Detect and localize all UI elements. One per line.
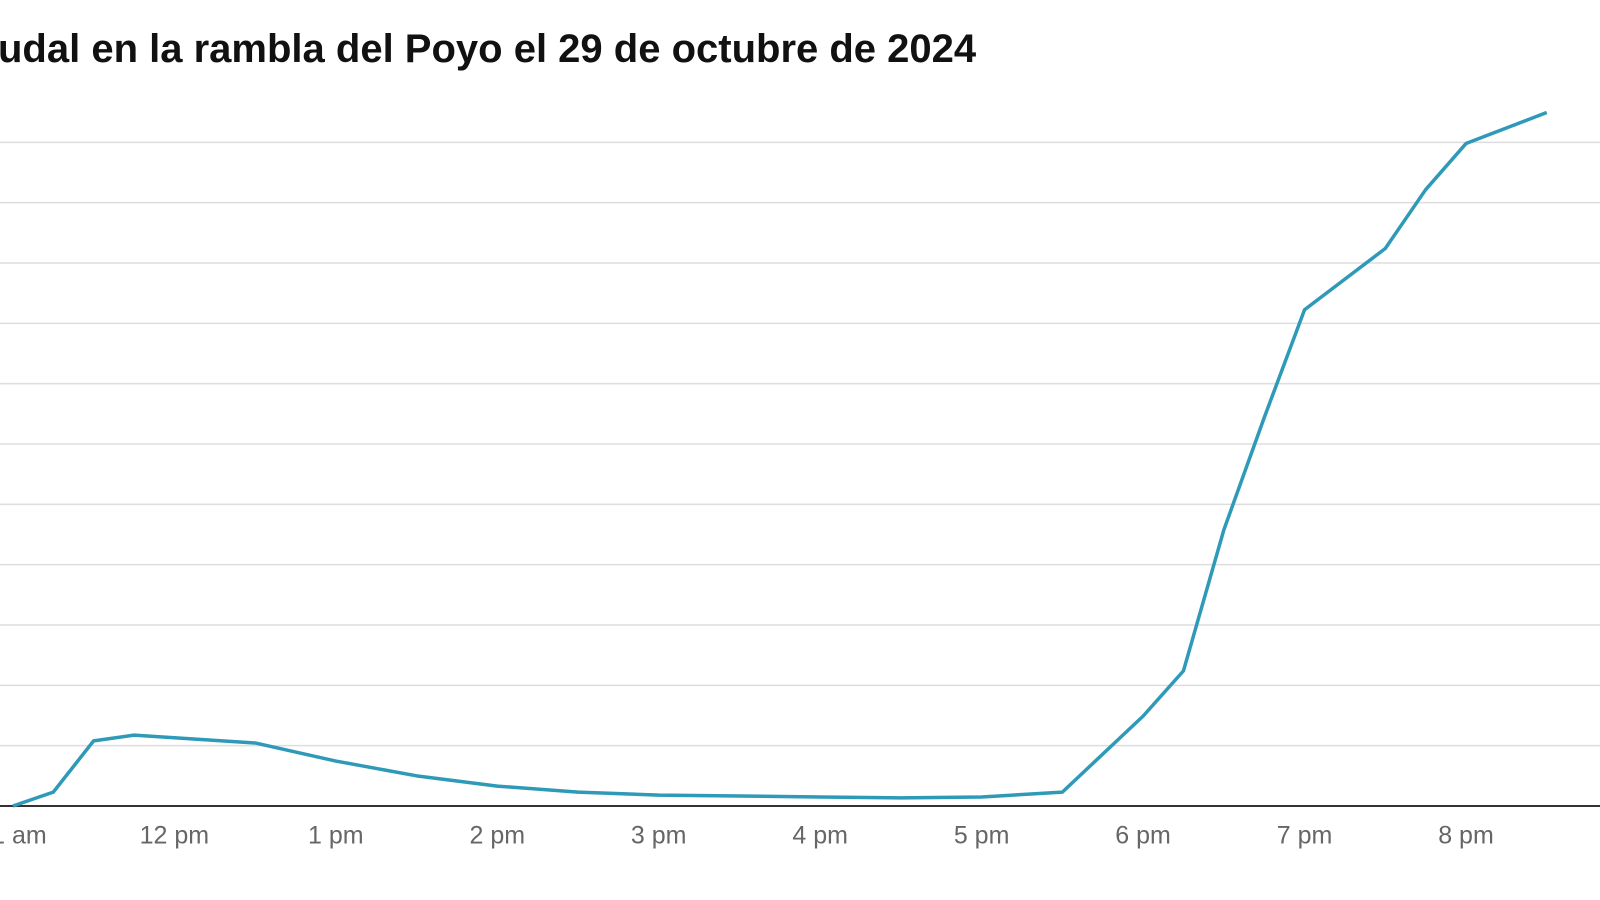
x-tick-label: 3 pm — [631, 822, 687, 850]
x-tick-label: 8 pm — [1438, 822, 1494, 850]
x-tick-label: 5 pm — [954, 822, 1010, 850]
x-tick-label: 2 pm — [469, 822, 525, 850]
x-tick-label: 1 pm — [308, 822, 364, 850]
data-line — [12, 110, 1548, 808]
x-tick-label: 11 am — [0, 822, 47, 850]
x-tick-label: 6 pm — [1115, 822, 1171, 850]
chart-title: udal en la rambla del Poyo el 29 de octu… — [0, 27, 977, 71]
x-tick-label: 7 pm — [1277, 822, 1333, 850]
x-tick-label: 12 pm — [140, 822, 209, 850]
x-tick-label: 4 pm — [792, 822, 848, 850]
